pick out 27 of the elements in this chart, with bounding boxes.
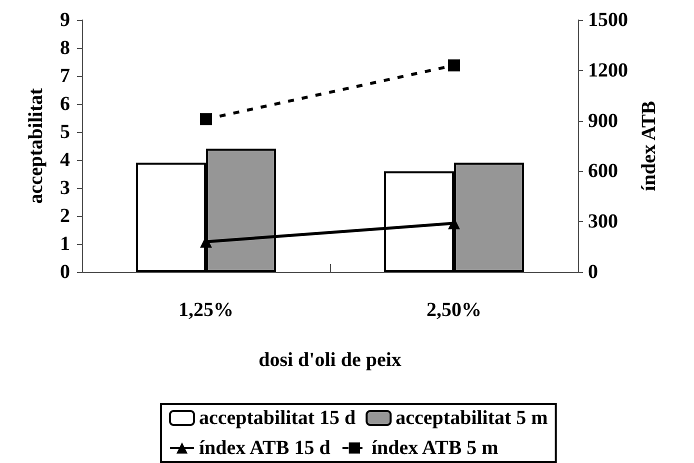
y-tick-label: 3 xyxy=(60,177,70,199)
y-tick-label: 0 xyxy=(60,261,70,283)
y-tick-label: 4 xyxy=(60,149,70,171)
y-tick-label: 1 xyxy=(60,233,70,255)
x-tick-label: 1,25% xyxy=(178,299,234,321)
y-tick-label: 6 xyxy=(60,93,70,115)
y-tick-label: 8 xyxy=(60,37,70,59)
legend-label: índex ATB 15 d xyxy=(199,437,330,459)
point xyxy=(200,113,212,126)
legend-label: índex ATB 5 m xyxy=(371,437,499,459)
y2-tick-label: 900 xyxy=(588,110,618,132)
x-axis-title: dosi d'oli de peix xyxy=(258,349,402,371)
y-tick-label: 7 xyxy=(60,65,70,87)
y-tick-label: 9 xyxy=(60,9,70,31)
y2-tick-label: 1200 xyxy=(588,59,628,82)
x-tick-label: 2,50% xyxy=(426,299,482,321)
y-tick-label: 2 xyxy=(60,205,70,227)
legend-label: acceptabilitat 5 m xyxy=(396,407,548,429)
y2-axis-title: índex ATB xyxy=(638,100,660,192)
legend-label: acceptabilitat 15 d xyxy=(199,407,356,429)
y-axis-title: acceptabilitat xyxy=(25,88,47,204)
y2-tick-label: 300 xyxy=(588,210,618,233)
y2-tick-label: 1500 xyxy=(588,9,628,31)
y2-tick-label: 0 xyxy=(588,261,598,283)
y-tick-label: 5 xyxy=(60,121,70,143)
point xyxy=(448,59,460,72)
y2-tick-label: 600 xyxy=(588,160,618,182)
